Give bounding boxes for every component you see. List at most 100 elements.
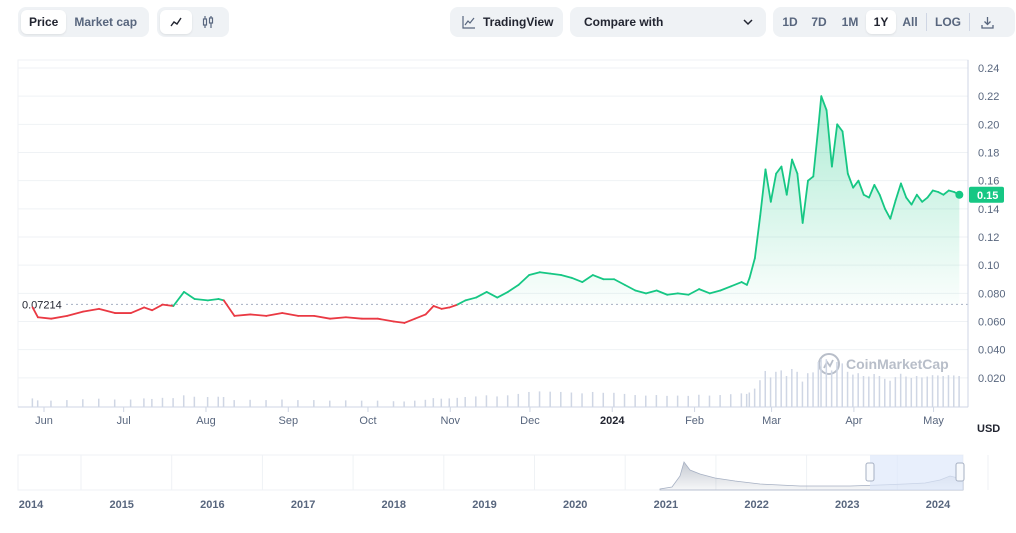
range-all[interactable]: All — [902, 15, 918, 29]
price-segment — [937, 191, 945, 196]
volume-bar — [921, 377, 923, 407]
volume-bar — [517, 393, 520, 407]
price-segment — [475, 291, 488, 299]
volume-bar — [424, 399, 427, 407]
price-segment — [740, 281, 748, 286]
x-tick-label: Jun — [35, 415, 53, 427]
line-chart-button[interactable] — [160, 10, 192, 34]
range-1y[interactable]: 1Y — [866, 10, 896, 34]
range-1d[interactable]: 1D — [782, 15, 798, 29]
price-segment — [862, 193, 870, 199]
price-tab[interactable]: Price — [21, 10, 67, 34]
price-segment — [129, 306, 146, 314]
price-segment — [820, 95, 828, 112]
price-segment — [915, 193, 924, 203]
volume-bar — [676, 395, 679, 407]
price-segment — [769, 172, 778, 203]
volume-bar — [233, 400, 235, 407]
price-segment — [172, 291, 185, 307]
price-segment — [549, 272, 562, 276]
volume-bar — [868, 376, 870, 407]
price-segment — [440, 306, 451, 310]
candlestick-button[interactable] — [192, 10, 224, 34]
price-segment — [183, 291, 196, 300]
price-segment — [708, 289, 722, 295]
current-price-dot — [955, 190, 964, 199]
volume-bar — [549, 391, 551, 407]
volume-bar — [873, 374, 875, 407]
volume-bar — [836, 362, 838, 407]
volume-bar — [801, 381, 804, 407]
price-segment — [31, 306, 39, 319]
volume-bar — [719, 395, 721, 407]
price-segment — [634, 289, 647, 295]
volume-bar — [910, 377, 913, 407]
volume-bar — [889, 380, 891, 407]
price-segment — [538, 271, 552, 275]
price-segment — [249, 313, 268, 317]
volume-bar — [764, 370, 767, 407]
volume-bar — [31, 398, 34, 407]
price-segment — [719, 285, 732, 292]
volume-bar — [841, 363, 844, 407]
y-tick-label: 0.12 — [978, 232, 999, 244]
price-segment — [403, 317, 416, 324]
reference-price-label: 0.07214 — [22, 299, 62, 311]
volume-bar — [942, 376, 944, 407]
volume-bar — [645, 395, 647, 407]
price-segment — [852, 179, 860, 189]
price-segment — [281, 312, 300, 317]
navigator-left-handle[interactable] — [865, 462, 875, 482]
price-segment — [796, 172, 804, 224]
current-price-badge-text: 0.15 — [977, 190, 998, 202]
download-button[interactable] — [972, 10, 1002, 34]
volume-bar — [570, 392, 573, 407]
volume-bar — [313, 400, 315, 407]
volume-bars — [31, 359, 960, 407]
price-segment — [817, 95, 823, 126]
range-1m[interactable]: 1M — [841, 15, 859, 29]
log-toggle[interactable]: LOG — [935, 15, 961, 29]
navigator-selection[interactable] — [870, 455, 963, 490]
volume-bar — [560, 391, 562, 407]
y-tick-label: 0.040 — [978, 345, 1006, 357]
price-segment — [151, 303, 164, 312]
navigator-year-label: 2021 — [654, 499, 678, 511]
volume-bar — [376, 400, 379, 407]
volume-bar — [740, 393, 743, 407]
volume-bar — [161, 397, 164, 407]
navigator-years: 2014 2015 2016 2017 2018 2019 2020 2021 2022 2023… — [19, 499, 951, 511]
price-segment — [947, 189, 955, 193]
price-segment — [143, 306, 154, 312]
volume-bar — [193, 396, 196, 407]
volume-bar — [745, 393, 748, 407]
range-7d[interactable]: 7D — [811, 15, 827, 29]
price-segment — [485, 291, 499, 299]
price-segment — [812, 123, 820, 178]
volume-bar — [506, 395, 509, 407]
navigator-year-label: 2024 — [926, 499, 951, 511]
price-segment — [830, 123, 839, 168]
navigator-right-handle[interactable] — [955, 462, 965, 482]
market-cap-tab[interactable]: Market cap — [74, 15, 138, 29]
volume-bar — [830, 370, 833, 407]
volume-bar — [265, 400, 267, 407]
compare-dropdown[interactable]: Compare with — [570, 7, 766, 37]
tradingview-button[interactable]: TradingView — [450, 7, 563, 37]
navigator-year-label: 2016 — [200, 499, 224, 511]
price-segment — [801, 179, 809, 224]
price-segment — [645, 289, 658, 295]
current-price-badge: 0.15 — [969, 186, 1004, 203]
volume-bar — [297, 400, 299, 407]
volume-bar — [698, 394, 700, 407]
chevron-down-icon — [742, 16, 754, 28]
volume-bar — [485, 395, 488, 407]
navigator-grid — [80, 455, 989, 490]
volume-bar — [249, 399, 251, 407]
price-segment — [222, 299, 236, 317]
volume-bar — [496, 396, 498, 407]
watermark: CoinMarketCap — [818, 353, 949, 375]
price-segment — [764, 168, 772, 203]
price-segment — [50, 314, 69, 320]
